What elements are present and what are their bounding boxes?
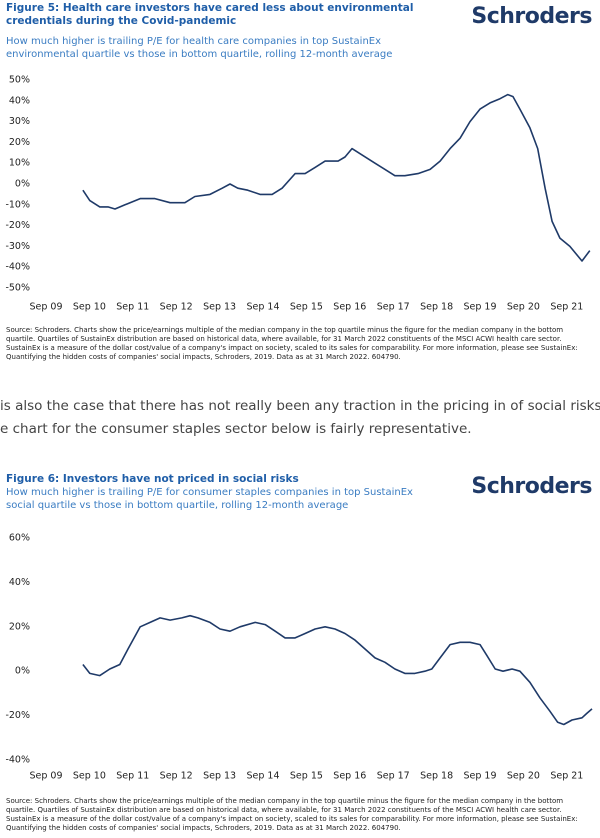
brand-logo: Schroders <box>471 474 592 499</box>
y-tick-label: 40% <box>9 95 30 106</box>
x-tick-label: Sep 21 <box>550 302 583 313</box>
x-tick-label: Sep 11 <box>116 771 149 782</box>
y-tick-label: 20% <box>9 621 30 632</box>
x-tick-label: Sep 14 <box>246 771 279 782</box>
x-tick-label: Sep 12 <box>160 302 193 313</box>
x-tick-label: Sep 18 <box>420 302 453 313</box>
x-tick-label: Sep 20 <box>507 771 540 782</box>
y-tick-label: 60% <box>9 533 30 544</box>
y-tick-label: -50% <box>5 283 30 294</box>
x-tick-label: Sep 20 <box>507 302 540 313</box>
x-tick-label: Sep 14 <box>246 302 279 313</box>
chart-subtitle: How much higher is trailing P/E for heal… <box>6 36 393 60</box>
x-tick-label: Sep 19 <box>464 771 497 782</box>
y-tick-label: 50% <box>9 75 30 86</box>
chart-subtitle: How much higher is trailing P/E for cons… <box>6 487 413 511</box>
y-tick-label: -40% <box>5 262 30 273</box>
data-line <box>82 93 591 262</box>
x-tick-label: Sep 09 <box>29 771 62 782</box>
x-tick-label: Sep 16 <box>333 302 366 313</box>
x-tick-label: Sep 17 <box>377 771 410 782</box>
chart-title: Figure 5: Health care investors have car… <box>6 2 414 27</box>
x-tick-label: Sep 13 <box>203 771 236 782</box>
y-tick-label: -20% <box>5 710 30 721</box>
y-tick-label: 40% <box>9 577 30 588</box>
x-tick-label: Sep 09 <box>29 302 62 313</box>
x-tick-label: Sep 15 <box>290 302 323 313</box>
y-tick-label: 20% <box>9 137 30 148</box>
y-tick-label: 0% <box>15 666 30 677</box>
source-note: Source: Schroders. Charts show the price… <box>6 797 578 832</box>
x-tick-label: Sep 17 <box>377 302 410 313</box>
source-note: Source: Schroders. Charts show the price… <box>6 326 578 361</box>
x-tick-label: Sep 18 <box>420 771 453 782</box>
x-tick-label: Sep 21 <box>550 771 583 782</box>
x-tick-label: Sep 10 <box>73 302 106 313</box>
x-tick-label: Sep 11 <box>116 302 149 313</box>
y-tick-label: 10% <box>9 158 30 169</box>
y-tick-label: 0% <box>15 179 30 190</box>
x-tick-label: Sep 16 <box>333 771 366 782</box>
y-tick-label: 30% <box>9 116 30 127</box>
brand-logo: Schroders <box>471 4 592 29</box>
x-tick-label: Sep 10 <box>73 771 106 782</box>
chart-title: Figure 6: Investors have not priced in s… <box>6 473 299 485</box>
x-tick-label: Sep 13 <box>203 302 236 313</box>
paragraph-line: is also the case that there has not real… <box>0 398 600 414</box>
x-tick-label: Sep 12 <box>160 771 193 782</box>
y-tick-label: -40% <box>5 755 30 766</box>
paragraph-line: e chart for the consumer staples sector … <box>0 421 472 437</box>
data-line <box>82 614 593 726</box>
y-tick-label: -30% <box>5 241 30 252</box>
x-tick-label: Sep 19 <box>464 302 497 313</box>
y-tick-label: -20% <box>5 220 30 231</box>
x-tick-label: Sep 15 <box>290 771 323 782</box>
y-tick-label: -10% <box>5 199 30 210</box>
